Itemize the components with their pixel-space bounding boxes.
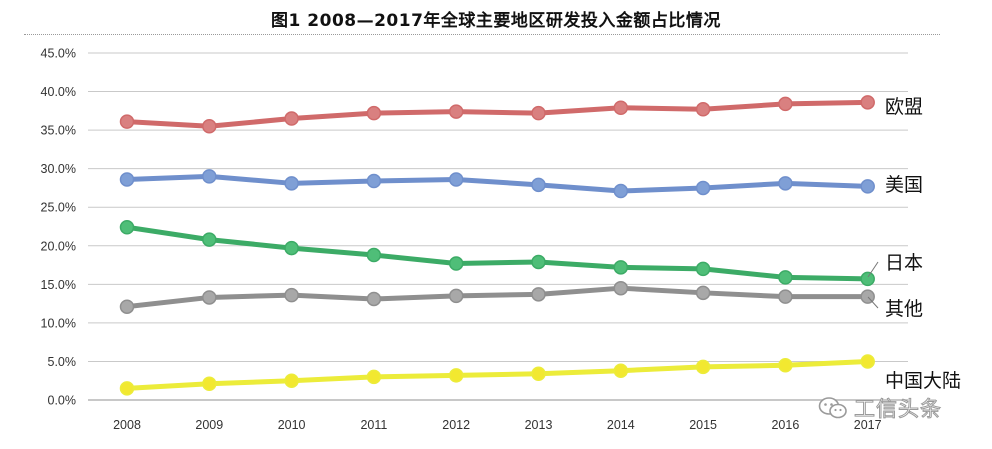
data-point [531, 254, 546, 270]
data-point [366, 291, 382, 307]
watermark: 工信头条 [818, 393, 942, 423]
series-label: 其他 [885, 298, 923, 320]
x-tick-label: 2010 [278, 418, 306, 432]
series-label: 欧盟 [885, 96, 923, 118]
data-point [202, 119, 217, 134]
data-point [448, 256, 464, 271]
data-point [366, 247, 382, 263]
data-point [366, 105, 382, 121]
data-point [366, 369, 382, 385]
data-point [613, 363, 629, 378]
data-point [613, 100, 629, 115]
data-point [778, 96, 793, 112]
x-tick-label: 2011 [360, 418, 387, 432]
data-point [613, 183, 629, 199]
x-tick-label: 2017 [854, 418, 882, 432]
data-point [284, 373, 299, 388]
series-lines [124, 99, 871, 391]
series-label: 中国大陆 [885, 370, 961, 392]
data-point [778, 176, 793, 191]
data-point [613, 260, 629, 275]
title-divider [24, 34, 940, 35]
series-label: 日本 [885, 252, 923, 274]
series-line [124, 285, 871, 310]
data-point [284, 176, 299, 191]
data-point [119, 114, 135, 129]
y-tick-label: 30.0% [41, 162, 76, 176]
y-tick-label: 35.0% [41, 124, 76, 138]
data-point [202, 290, 217, 305]
data-point [119, 172, 135, 187]
data-point [860, 271, 875, 287]
chart-title: 图1 2008—2017年全球主要地区研发投入金额占比情况 [271, 11, 721, 31]
data-point [202, 169, 217, 184]
data-point [860, 95, 875, 110]
series-line [124, 224, 871, 282]
y-tick-label: 5.0% [48, 355, 77, 369]
y-tick-label: 20.0% [41, 239, 76, 253]
data-point [119, 381, 135, 396]
data-point [531, 366, 546, 382]
series-line [124, 173, 871, 194]
y-tick-labels: 0.0% 5.0% 10.0% 15.0% 20.0% 25.0% 30.0% 35.0% 40… [41, 47, 76, 408]
y-tick-label: 15.0% [41, 278, 76, 292]
gridlines [88, 52, 908, 362]
label-leader-line [867, 261, 879, 278]
data-point [531, 177, 546, 193]
data-point [695, 180, 711, 196]
data-point [448, 288, 464, 304]
data-point [119, 220, 135, 235]
series-line [124, 99, 871, 129]
data-point [284, 287, 299, 303]
x-tick-label: 2014 [607, 418, 635, 432]
data-point [448, 104, 464, 119]
y-tick-label: 25.0% [41, 201, 76, 215]
x-tick-label: 2016 [771, 418, 799, 432]
y-tick-label: 45.0% [41, 47, 76, 61]
data-point [860, 179, 875, 194]
data-point [778, 358, 793, 373]
data-point [860, 354, 875, 369]
x-tick-label: 2015 [689, 418, 717, 432]
data-point [448, 368, 464, 383]
y-tick-label: 10.0% [41, 316, 76, 330]
x-tick-labels: 2008 2009 2010 2011 2012 2013 2014 2015 2016 2017 [113, 418, 882, 432]
data-point [202, 232, 217, 247]
data-point [778, 270, 793, 285]
wechat-icon [818, 397, 847, 419]
data-point [366, 173, 382, 189]
series-markers [119, 95, 875, 396]
data-point [695, 359, 711, 375]
data-point [531, 287, 546, 302]
data-point [613, 280, 629, 296]
data-point [695, 102, 711, 117]
x-tick-label: 2012 [442, 418, 470, 432]
series-line [124, 358, 871, 391]
watermark-text: 工信头条 [854, 397, 942, 422]
x-tick-label: 2009 [195, 418, 223, 432]
data-point [531, 105, 546, 121]
y-tick-label: 40.0% [41, 85, 76, 99]
data-point [695, 285, 711, 301]
x-tick-label: 2008 [113, 418, 141, 432]
data-point [284, 111, 299, 126]
data-point [778, 289, 793, 304]
label-leader-line [867, 296, 879, 309]
y-tick-label: 0.0% [48, 394, 77, 408]
series-label: 美国 [885, 174, 923, 196]
data-point [202, 376, 217, 392]
x-tick-label: 2013 [525, 418, 553, 432]
data-point [119, 299, 135, 314]
data-point [695, 261, 711, 277]
data-point [284, 240, 299, 256]
data-point [448, 172, 464, 187]
